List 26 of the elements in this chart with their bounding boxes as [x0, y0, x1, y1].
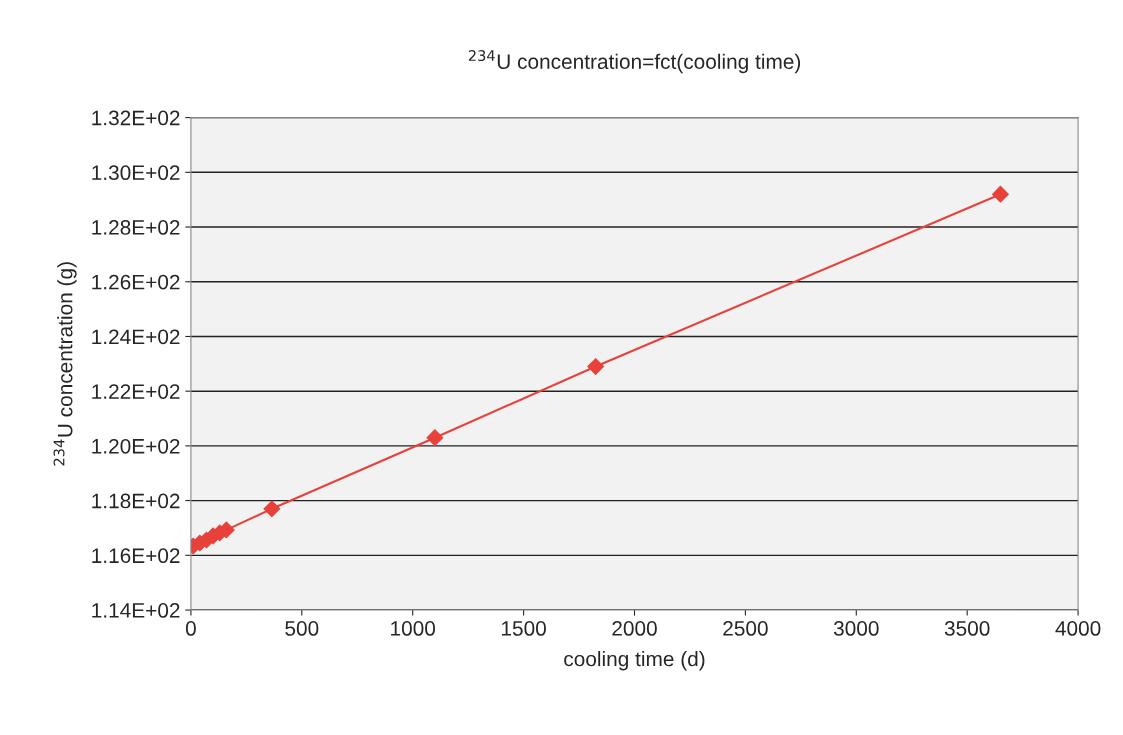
y-tick-label: 1.22E+02: [92, 384, 180, 399]
x-tick-label: 2500: [723, 621, 768, 636]
y-tick-label: 1.32E+02: [92, 110, 180, 126]
x-tick-label: 1000: [391, 621, 436, 636]
x-tick-label: 3000: [833, 621, 879, 636]
y-tick-label: 1.30E+02: [92, 165, 180, 181]
x-tick-label: 0: [185, 621, 196, 636]
y-tick-label: 1.16E+02: [92, 548, 180, 564]
point: [587, 358, 605, 375]
point: [263, 500, 281, 518]
chart-title: $^{234}$U concentration=fct(cooling time): [468, 50, 801, 74]
x-tick-label: 3500: [944, 621, 990, 636]
x-tick-label: 2000: [612, 621, 657, 636]
x-axis-title: cooling time (d): [564, 651, 705, 671]
x-tick-label: 4000: [1055, 621, 1101, 636]
point: [426, 429, 444, 447]
y-tick-label: 1.26E+02: [92, 274, 180, 290]
x-tick-label: 1500: [502, 621, 546, 636]
y-tick-label: 1.24E+02: [92, 329, 180, 345]
y-tick-label: 1.18E+02: [92, 493, 180, 509]
y-tick-label: 1.14E+02: [92, 603, 180, 618]
y-tick-label: 1.28E+02: [92, 220, 180, 235]
y-axis-title: $^{234}$U concentration (g): [53, 262, 77, 466]
point: [992, 185, 1009, 203]
x-tick-label: 500: [285, 621, 319, 636]
y-tick-label: 1.20E+02: [92, 438, 180, 454]
